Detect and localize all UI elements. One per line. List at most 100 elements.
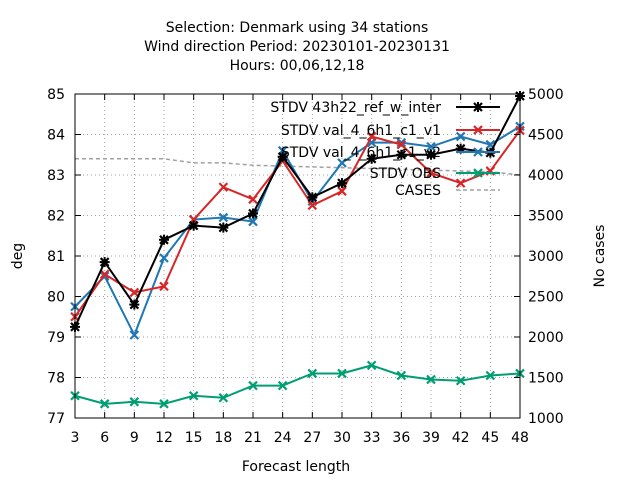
data-point <box>218 182 229 192</box>
data-point <box>426 168 436 178</box>
data-point <box>396 137 407 148</box>
data-point <box>485 370 496 381</box>
data-point <box>218 392 229 403</box>
series-3 <box>70 360 525 409</box>
x-tick-label: 33 <box>363 430 381 446</box>
y2-tick-label: 5000 <box>528 87 564 103</box>
data-point <box>159 253 169 263</box>
title-line-2: Wind direction Period: 20230101-20230131 <box>144 39 450 55</box>
x-tick-label: 27 <box>303 430 321 446</box>
y2-axis-label: No cases <box>592 225 608 288</box>
data-point <box>129 287 140 298</box>
data-point <box>129 330 140 340</box>
x-tick-label: 12 <box>155 430 173 446</box>
y-tick-label: 83 <box>47 168 65 184</box>
chart-title: Selection: Denmark using 34 stations Win… <box>144 20 450 74</box>
legend-label: CASES <box>395 183 441 199</box>
series-line <box>74 129 521 318</box>
legend-label: STDV val_4_6h1_c1_v2 <box>281 145 441 161</box>
data-point <box>248 194 258 205</box>
legend-entry: STDV val_4_6h1_c1_v1 <box>281 123 500 139</box>
x-tick-label: 6 <box>100 430 109 446</box>
series-line <box>75 158 521 176</box>
data-point <box>337 178 347 189</box>
title-line-1: Selection: Denmark using 34 stations <box>166 20 429 36</box>
y-axis-label: deg <box>10 243 26 269</box>
x-axis: 3 6 9 12 15 18 21 24 27 30 33 36 39 42 45 48 <box>71 94 529 446</box>
legend-marker <box>473 168 483 178</box>
y-tick-label: 80 <box>47 290 65 306</box>
y2-tick-label: 2000 <box>528 330 564 346</box>
data-point <box>99 399 110 409</box>
legend-entry: STDV val_4_6h1_c1_v2 <box>281 145 500 161</box>
data-point <box>455 131 466 142</box>
y-axis-left: 77 78 79 80 81 82 83 84 85 <box>47 87 81 427</box>
y2-tick-label: 4500 <box>528 128 564 144</box>
data-point <box>366 131 377 142</box>
data-point <box>188 390 199 401</box>
data-point <box>307 192 318 203</box>
series-group <box>70 91 525 409</box>
data-point <box>455 178 466 188</box>
x-axis-label: Forecast length <box>242 459 350 475</box>
data-point <box>159 399 169 409</box>
legend-marker <box>473 102 483 112</box>
y2-tick-label: 3500 <box>528 209 564 225</box>
data-point <box>129 299 140 310</box>
y-tick-label: 79 <box>47 330 65 346</box>
data-point <box>218 212 229 223</box>
legend-entry: STDV 43h22_ref_w_inter <box>270 100 500 116</box>
title-line-3: Hours: 00,06,12,18 <box>230 58 365 74</box>
data-point <box>248 208 258 219</box>
data-point <box>337 158 347 168</box>
legend-entry: STDV OBS <box>370 166 500 182</box>
data-point <box>396 149 407 160</box>
legend-label: STDV OBS <box>370 166 441 182</box>
legend-marker <box>473 125 483 135</box>
data-point <box>426 149 436 160</box>
y2-tick-label: 1000 <box>528 411 564 427</box>
y2-tick-label: 3000 <box>528 249 564 265</box>
y2-tick-label: 4000 <box>528 168 564 184</box>
data-point <box>396 370 407 381</box>
x-tick-label: 9 <box>130 430 139 446</box>
data-point <box>337 186 347 196</box>
x-tick-label: 39 <box>422 430 440 446</box>
legend: STDV 43h22_ref_w_inter STDV val_4_6h1_c1_… <box>270 100 500 199</box>
x-tick-label: 15 <box>185 430 203 446</box>
data-point <box>277 380 288 391</box>
x-tick-label: 3 <box>71 430 80 446</box>
data-point <box>99 257 110 268</box>
series-4 <box>75 158 521 176</box>
data-point <box>277 151 288 162</box>
y-tick-label: 77 <box>47 411 65 427</box>
data-point <box>188 220 199 231</box>
y-tick-label: 84 <box>47 128 65 144</box>
y-tick-label: 85 <box>47 87 65 103</box>
data-point <box>337 368 347 379</box>
data-point <box>218 222 229 233</box>
data-point <box>455 375 466 386</box>
data-point <box>159 234 169 245</box>
x-tick-label: 18 <box>214 430 232 446</box>
data-point <box>248 216 258 227</box>
series-1 <box>70 125 525 322</box>
data-point <box>307 200 318 211</box>
legend-label: STDV 43h22_ref_w_inter <box>270 100 441 116</box>
data-point <box>307 368 318 379</box>
data-point <box>159 281 169 292</box>
data-point <box>366 360 377 371</box>
legend-label: STDV val_4_6h1_c1_v1 <box>281 123 441 139</box>
y-tick-label: 82 <box>47 209 65 225</box>
data-point <box>99 269 110 280</box>
x-tick-label: 24 <box>274 430 292 446</box>
y-axis-right: 1000 1500 2000 2500 3000 3500 4000 4500 5000 <box>514 87 564 427</box>
data-point <box>426 374 436 385</box>
y-tick-label: 78 <box>47 371 65 387</box>
legend-entry: CASES <box>395 183 500 199</box>
y2-tick-label: 1500 <box>528 371 564 387</box>
x-tick-label: 48 <box>511 430 529 446</box>
plot-frame <box>74 93 521 419</box>
series-0 <box>70 91 525 332</box>
